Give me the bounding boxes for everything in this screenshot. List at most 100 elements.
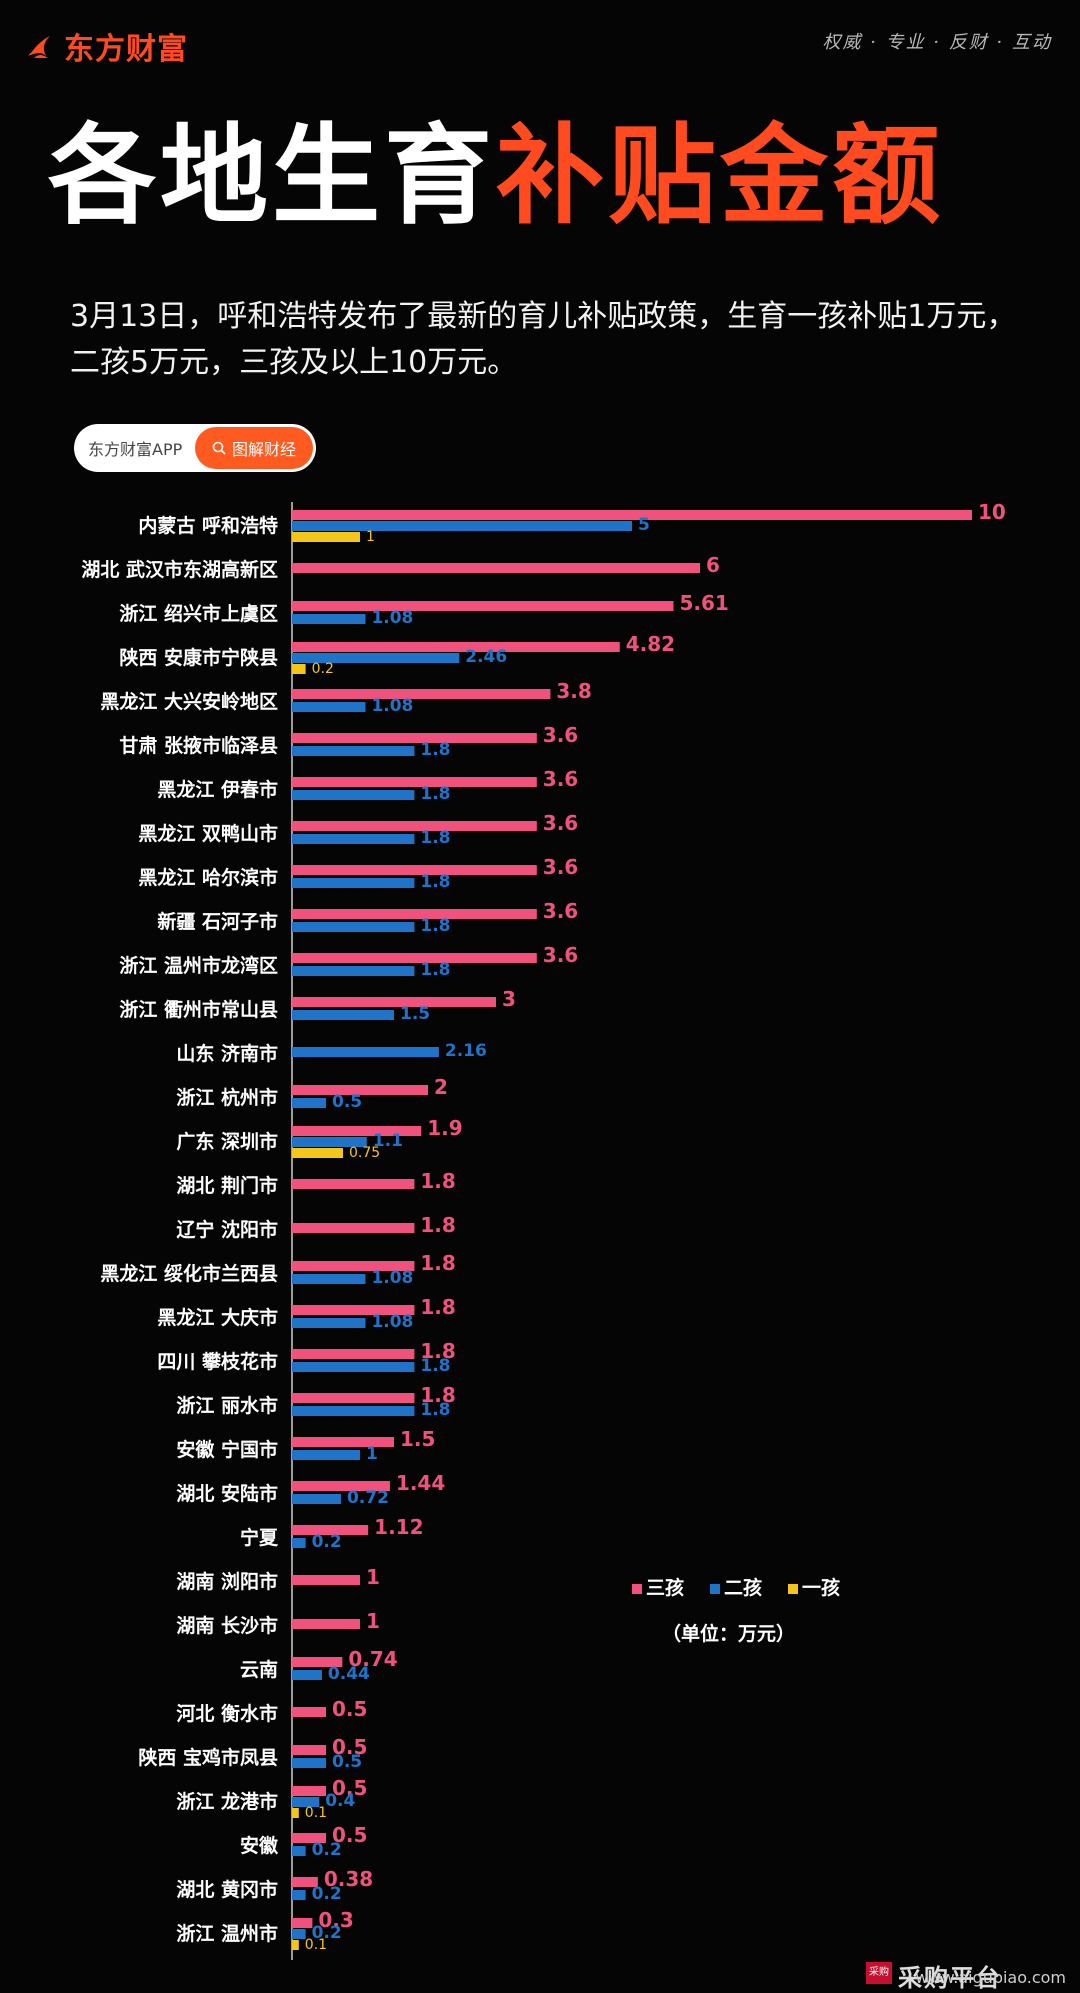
value-label-er: 2.16 [445,1041,487,1061]
value-label-san: 0.5 [332,1697,367,1721]
value-label-er: 1.8 [420,740,450,760]
category-label: 黑龙江 伊春市 [157,778,278,801]
value-label-san: 3.6 [543,811,578,835]
category-label: 湖北 黄冈市 [176,1878,278,1901]
category-label: 陕西 安康市宁陕县 [119,646,278,669]
bar-er [292,746,415,756]
category-label: 黑龙江 双鸭山市 [138,822,278,845]
category-label: 四川 攀枝花市 [157,1350,278,1373]
bar-er [292,922,415,932]
value-label-san: 1 [366,1609,380,1633]
value-label-san: 3 [502,987,516,1011]
unit-note: （单位：万元） [662,1622,795,1645]
bar-san [292,1833,326,1843]
value-label-er: 0.2 [312,1840,342,1860]
bar-san [292,909,537,919]
value-label-er: 0.2 [312,1923,342,1943]
search-button-label: 图解财经 [231,440,296,459]
category-label: 湖北 武汉市东湖高新区 [81,558,278,581]
bar-san [292,563,700,573]
category-label: 浙江 丽水市 [176,1394,278,1417]
value-label-er: 1.5 [400,1004,430,1024]
category-label: 辽宁 沈阳市 [176,1218,278,1241]
bar-yi [292,1940,299,1950]
bar-san [292,1349,415,1359]
search-bar[interactable]: 东方财富APP 图解财经 [74,424,316,472]
value-label-yi: 0.1 [305,1937,327,1953]
bar-san [292,1918,313,1928]
bar-er [292,834,415,844]
value-label-yi: 1 [366,529,375,545]
value-label-san: 10 [978,500,1006,524]
value-label-yi: 0.75 [349,1145,380,1161]
category-label: 湖北 安陆市 [176,1482,278,1505]
value-label-er: 1.08 [371,1312,413,1332]
legend-swatch [632,1584,642,1594]
category-label: 湖南 浏阳市 [176,1570,278,1593]
value-label-san: 1.8 [420,1251,455,1275]
bar-er [292,1406,415,1416]
bar-san [292,601,674,611]
value-label-yi: 0.2 [312,661,334,677]
value-label-er: 0.5 [332,1752,362,1772]
value-label-san: 0.74 [348,1647,397,1671]
value-label-er: 1.8 [420,1356,450,1376]
value-label-san: 1 [366,1565,380,1589]
legend-label: 一孩 [802,1576,840,1599]
category-label: 安徽 宁国市 [176,1438,278,1461]
bar-yi [292,1808,299,1818]
bar-san [292,1745,326,1755]
value-label-er: 1.08 [371,696,413,716]
value-label-er: 0.5 [332,1092,362,1112]
bar-san [292,1707,326,1717]
bar-er [292,1846,306,1856]
category-label: 河北 衡水市 [176,1702,278,1725]
legend-label: 二孩 [724,1576,762,1599]
value-label-san: 3.6 [543,855,578,879]
value-label-san: 0.5 [332,1776,367,1800]
value-label-san: 1.9 [427,1116,462,1140]
value-label-san: 2 [434,1075,448,1099]
bar-er [292,1274,366,1284]
search-app-label: 东方财富APP [88,440,183,459]
search-icon [212,441,226,455]
category-label: 山东 济南市 [176,1042,278,1065]
value-label-san: 1.8 [420,1339,455,1363]
bar-er [292,1494,341,1504]
value-label-san: 1.8 [420,1295,455,1319]
bar-san [292,865,537,875]
category-label: 黑龙江 大兴安岭地区 [100,690,278,713]
value-label-er: 1.8 [420,1400,450,1420]
category-label: 内蒙古 呼和浩特 [138,514,278,537]
value-label-san: 0.3 [318,1908,353,1932]
search-button[interactable]: 图解财经 [195,427,313,469]
value-label-er: 1.8 [420,828,450,848]
bar-san [292,1126,422,1136]
bar-er [292,1362,415,1372]
top-bar: 东方财富 权威 · 专业 · 反财 · 互动 [0,0,1080,90]
bar-san [292,1575,360,1585]
bar-san [292,1437,394,1447]
bar-er [292,1797,320,1807]
category-label: 浙江 龙港市 [176,1790,278,1813]
bar-er [292,1137,367,1147]
value-label-san: 3.6 [543,899,578,923]
bar-san [292,1305,415,1315]
value-label-san: 6 [706,553,720,577]
value-label-san: 3.6 [543,767,578,791]
category-label: 湖北 荆门市 [176,1174,278,1197]
bar-san [292,1085,428,1095]
bar-er [292,1047,439,1057]
bar-er [292,1538,306,1548]
bar-yi [292,664,306,674]
bar-er [292,1098,326,1108]
bar-san [292,1393,415,1403]
bar-san [292,1657,343,1667]
bar-san [292,1877,318,1887]
bar-er [292,521,632,531]
value-label-er: 1.8 [420,960,450,980]
bar-er [292,1670,322,1680]
footer-url: www.aigupiao.com [915,1968,1066,1987]
bar-san [292,1619,360,1629]
category-label: 云南 [240,1659,278,1681]
